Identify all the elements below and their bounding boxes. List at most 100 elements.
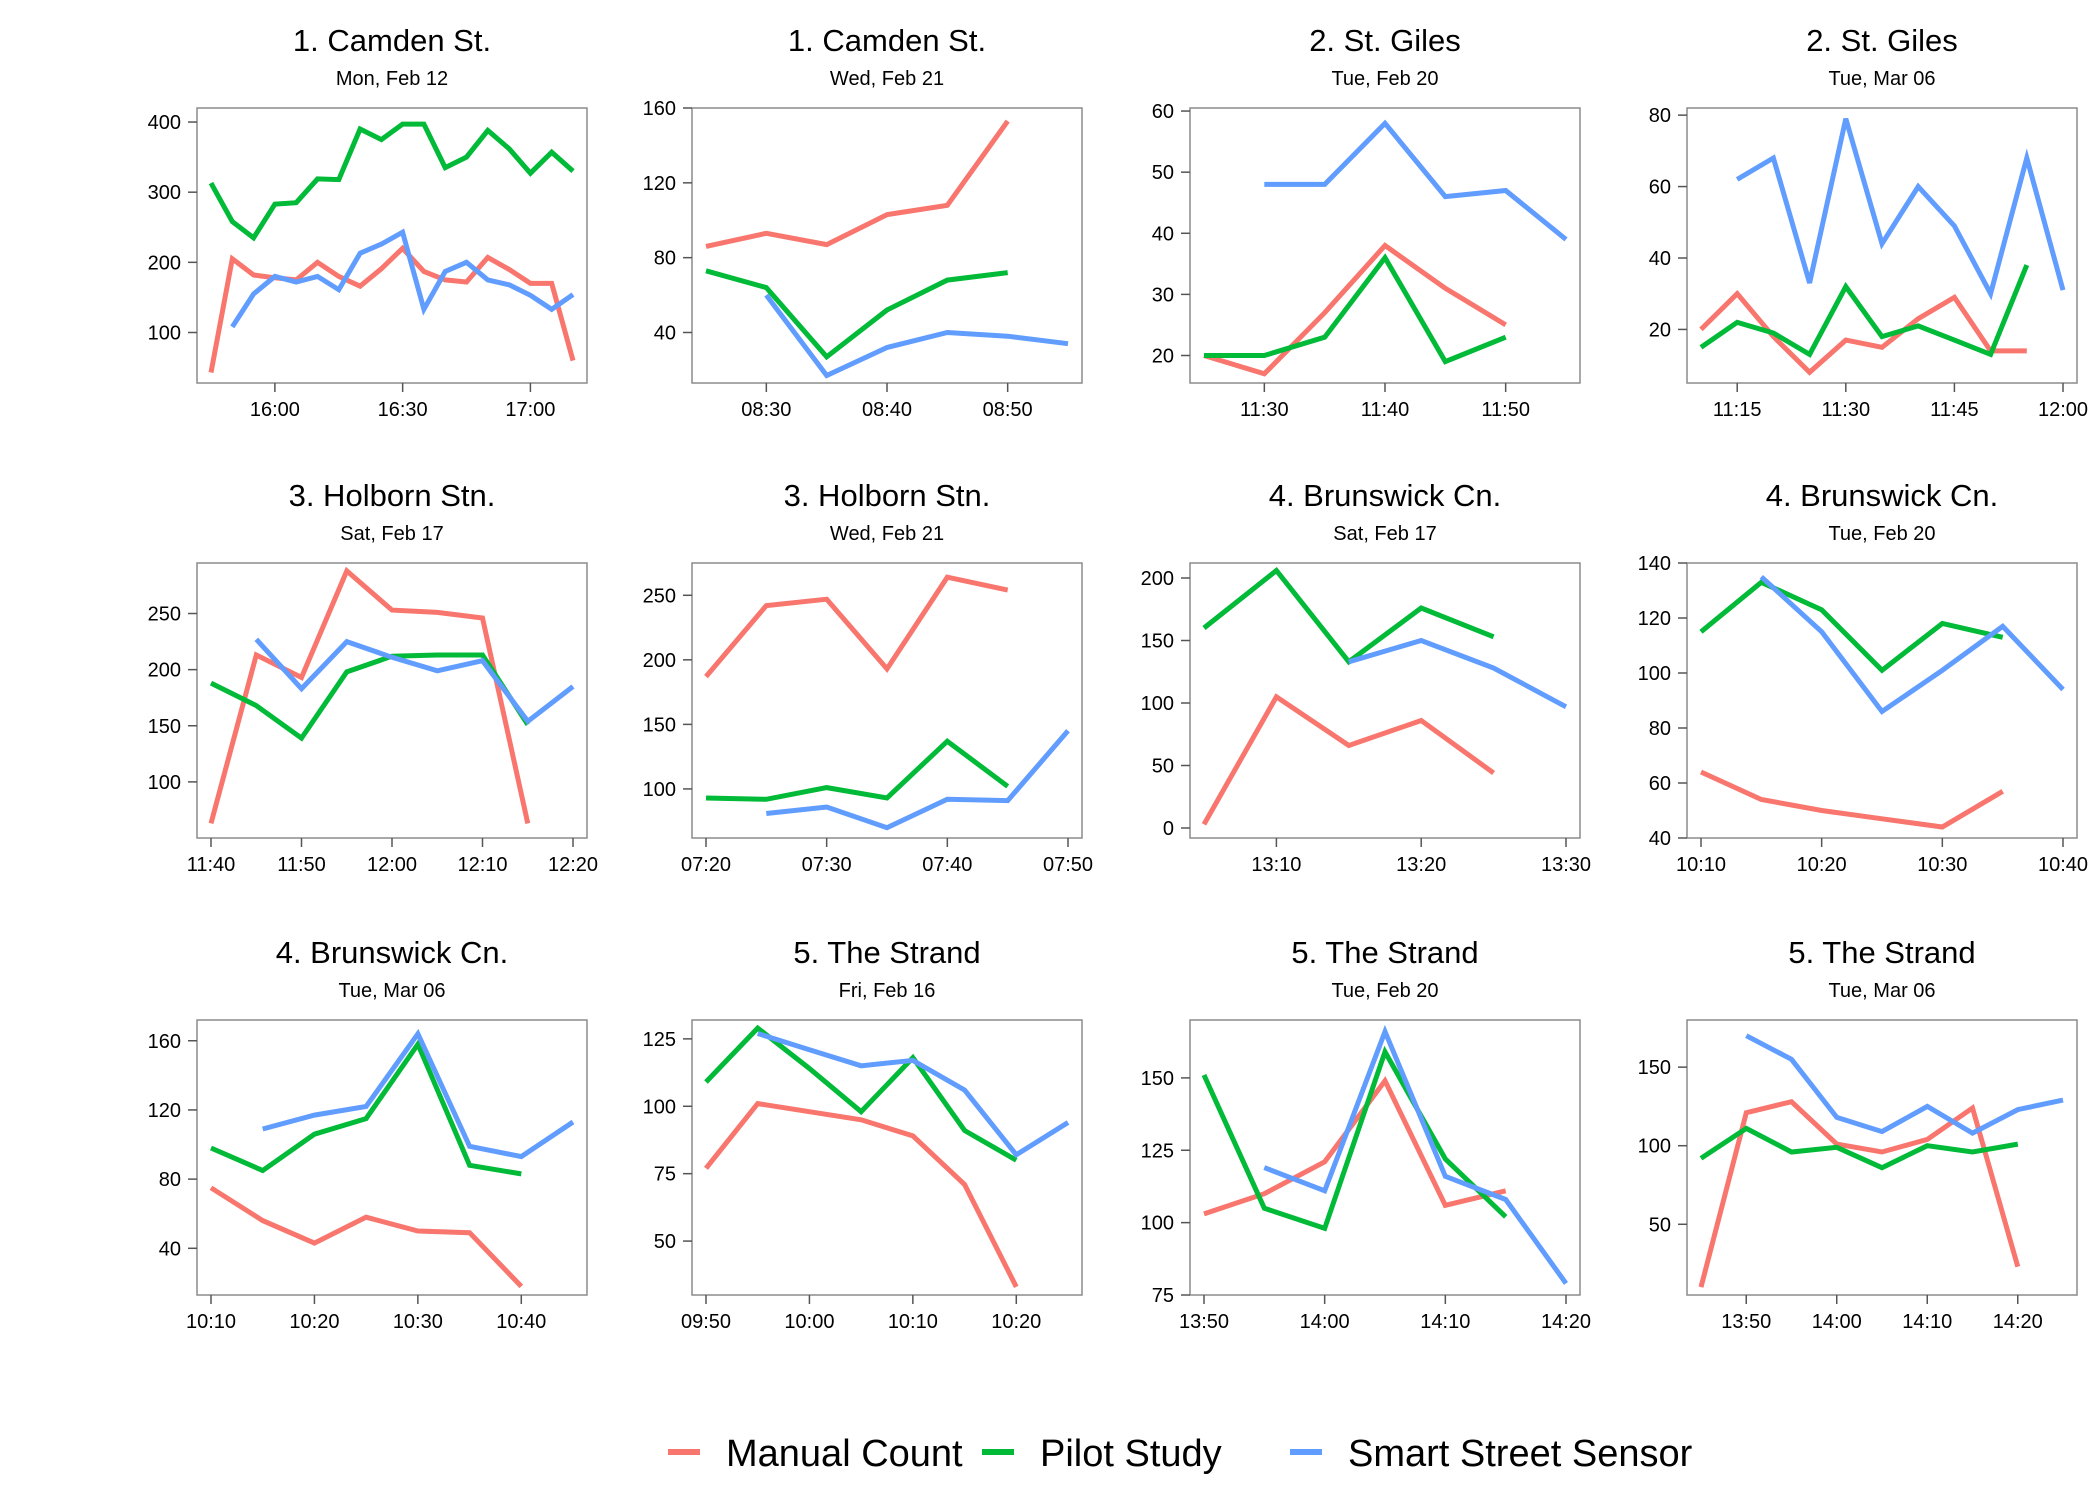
series-line-pilot-study: [1699, 579, 2004, 674]
y-tick-label: 100: [643, 1096, 676, 1118]
panel-date: Tue, Feb 20: [1828, 523, 1935, 545]
y-tick-label: 150: [1141, 631, 1174, 653]
chart-panel: 3. Holborn Stn. Sat, Feb 17 100 150 200 250 11…: [148, 478, 598, 876]
y-tick-label: 50: [1152, 162, 1174, 184]
panel-title: 4. Brunswick Cn.: [1269, 478, 1502, 513]
y-tick-label: 40: [159, 1238, 181, 1260]
x-tick-label: 14:00: [1812, 1311, 1862, 1333]
series-line-pilot-study: [705, 737, 1010, 802]
y-tick-label: 40: [654, 322, 676, 344]
panel-title: 3. Holborn Stn.: [289, 478, 496, 513]
y-tick-label: 30: [1152, 284, 1174, 306]
y-tick-label: 160: [643, 98, 676, 120]
series-line-pilot-study: [210, 1039, 522, 1177]
panel-title: 4. Brunswick Cn.: [1766, 478, 1999, 513]
x-tick-label: 11:50: [277, 854, 326, 876]
plot-frame: [691, 107, 1083, 384]
series-line-pilot-study: [1699, 1125, 2019, 1171]
y-tick-label: 200: [148, 252, 181, 274]
panel-title: 1. Camden St.: [293, 23, 491, 58]
y-tick-label: 100: [148, 322, 181, 344]
y-tick-label: 160: [148, 1031, 181, 1053]
y-tick-label: 200: [643, 650, 676, 672]
series-line-pilot-study: [1202, 566, 1495, 666]
panel-date: Fri, Feb 16: [839, 980, 936, 1002]
series-line-manual-count: [209, 1185, 524, 1289]
y-tick-label: 60: [1649, 773, 1671, 795]
chart-panel: 5. The Strand Tue, Mar 06 50 100 150 13:50 14:…: [1638, 935, 2078, 1333]
y-tick-label: 400: [148, 112, 181, 134]
x-tick-label: 13:30: [1541, 854, 1591, 876]
y-tick-label: 100: [643, 779, 676, 801]
x-tick-label: 16:30: [378, 399, 428, 421]
y-tick-label: 150: [148, 716, 181, 738]
plot-frame: [1686, 562, 2078, 839]
y-tick-label: 50: [1152, 756, 1174, 778]
x-tick-label: 10:40: [2038, 854, 2088, 876]
x-tick-label: 14:20: [1993, 1311, 2043, 1333]
legend-label: Pilot Study: [1040, 1433, 1222, 1475]
panel-title: 1. Camden St.: [788, 23, 986, 58]
x-tick-label: 12:00: [367, 854, 417, 876]
y-tick-label: 40: [1649, 248, 1671, 270]
x-tick-label: 07:30: [802, 854, 852, 876]
y-tick-label: 140: [1638, 553, 1671, 575]
y-tick-label: 120: [643, 173, 676, 195]
series-line-manual-count: [1699, 769, 2004, 830]
y-tick-label: 150: [1141, 1068, 1174, 1090]
series-line-manual-count: [704, 574, 1009, 679]
panel-title: 2. St. Giles: [1309, 23, 1461, 58]
panel-date: Tue, Feb 20: [1331, 68, 1438, 90]
y-tick-label: 75: [1152, 1285, 1174, 1307]
series-line-manual-count: [1203, 1076, 1507, 1217]
series-line-smart-street-sensor: [262, 1028, 575, 1160]
y-tick-label: 50: [654, 1231, 676, 1253]
plot-frame: [1189, 562, 1581, 839]
chart-panel: 4. Brunswick Cn. Sat, Feb 17 0 50 100 150 200 1…: [1141, 478, 1591, 876]
y-tick-label: 200: [148, 660, 181, 682]
y-tick-label: 125: [1141, 1140, 1174, 1162]
panel-date: Sat, Feb 17: [1333, 523, 1436, 545]
plot-frame: [691, 1019, 1083, 1296]
x-tick-label: 12:10: [457, 854, 507, 876]
series-line-smart-street-sensor: [230, 228, 575, 329]
x-tick-label: 10:10: [1676, 854, 1726, 876]
series-line-smart-street-sensor: [756, 1031, 1070, 1159]
plot-frame: [196, 1019, 588, 1296]
panel-date: Wed, Feb 21: [830, 68, 944, 90]
x-tick-label: 16:00: [250, 399, 300, 421]
plot-frame: [1189, 1019, 1581, 1296]
y-tick-label: 80: [1649, 718, 1671, 740]
y-tick-label: 20: [1152, 346, 1174, 368]
panel-date: Tue, Mar 06: [1828, 68, 1935, 90]
x-tick-label: 14:00: [1300, 1311, 1350, 1333]
series-line-manual-count: [1698, 1098, 2021, 1288]
y-tick-label: 100: [148, 772, 181, 794]
x-tick-label: 07:20: [681, 854, 731, 876]
series-line-smart-street-sensor: [1745, 1033, 2064, 1136]
y-tick-label: 60: [1152, 101, 1174, 123]
series-line-manual-count: [705, 119, 1010, 249]
x-tick-label: 10:20: [1797, 854, 1847, 876]
x-tick-label: 10:10: [186, 1311, 236, 1333]
y-tick-label: 50: [1649, 1214, 1671, 1236]
plot-frame: [691, 562, 1083, 839]
chart-panel: 5. The Strand Fri, Feb 16 50 75 100 125 09:50 1…: [643, 935, 1083, 1333]
x-tick-label: 14:10: [1902, 1311, 1952, 1333]
plot-frame: [1686, 1019, 2078, 1296]
y-tick-label: 120: [148, 1100, 181, 1122]
x-tick-label: 11:30: [1822, 399, 1871, 421]
series-line-pilot-study: [208, 121, 575, 242]
y-tick-label: 40: [1152, 223, 1174, 245]
y-tick-label: 40: [1649, 828, 1671, 850]
panel-title: 5. The Strand: [793, 935, 980, 970]
x-tick-label: 12:00: [2038, 399, 2088, 421]
series-line-pilot-study: [1201, 1045, 1508, 1232]
chart-panel: 2. St. Giles Tue, Mar 06 20 40 60 80 11:15 11:3…: [1649, 23, 2088, 421]
series-line-pilot-study: [1699, 264, 2030, 358]
x-tick-label: 09:50: [681, 1311, 731, 1333]
x-tick-label: 11:50: [1481, 399, 1530, 421]
y-tick-label: 0: [1163, 818, 1174, 840]
x-tick-label: 07:40: [922, 854, 972, 876]
